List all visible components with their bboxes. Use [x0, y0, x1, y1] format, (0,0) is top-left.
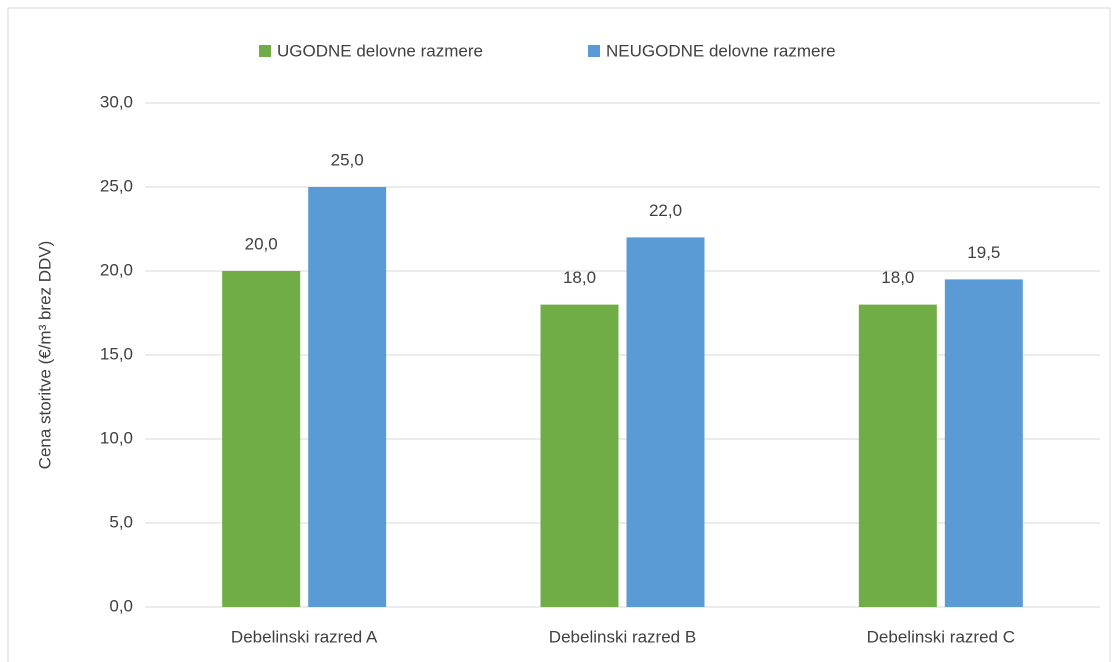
x-tick-label: Debelinski razred A	[231, 627, 378, 646]
y-tick-label: 30,0	[100, 92, 133, 111]
y-tick-label: 10,0	[100, 428, 133, 447]
bar	[308, 187, 387, 607]
bar	[944, 279, 1023, 607]
data-label: 19,5	[967, 243, 1000, 262]
legend-swatch	[259, 45, 271, 57]
chart-border	[7, 7, 1111, 662]
y-axis-label: Cena storitve (€/m³ brez DDV)	[35, 241, 54, 470]
data-label: 22,0	[649, 201, 682, 220]
data-label: 18,0	[881, 268, 914, 287]
y-tick-label: 20,0	[100, 260, 133, 279]
y-tick-label: 15,0	[100, 344, 133, 363]
legend-label: UGODNE delovne razmere	[277, 41, 483, 60]
legend-label: NEUGODNE delovne razmere	[606, 41, 836, 60]
y-tick-label: 5,0	[109, 512, 133, 531]
y-tick-label: 0,0	[109, 596, 133, 615]
bar	[222, 271, 301, 607]
bar	[626, 237, 705, 607]
data-label: 18,0	[563, 268, 596, 287]
bar	[858, 304, 937, 607]
x-tick-label: Debelinski razred C	[867, 627, 1015, 646]
data-label: 25,0	[331, 150, 364, 169]
bar	[540, 304, 619, 607]
legend-swatch	[588, 45, 600, 57]
data-label: 20,0	[245, 234, 278, 253]
y-tick-label: 25,0	[100, 176, 133, 195]
x-tick-label: Debelinski razred B	[549, 627, 696, 646]
